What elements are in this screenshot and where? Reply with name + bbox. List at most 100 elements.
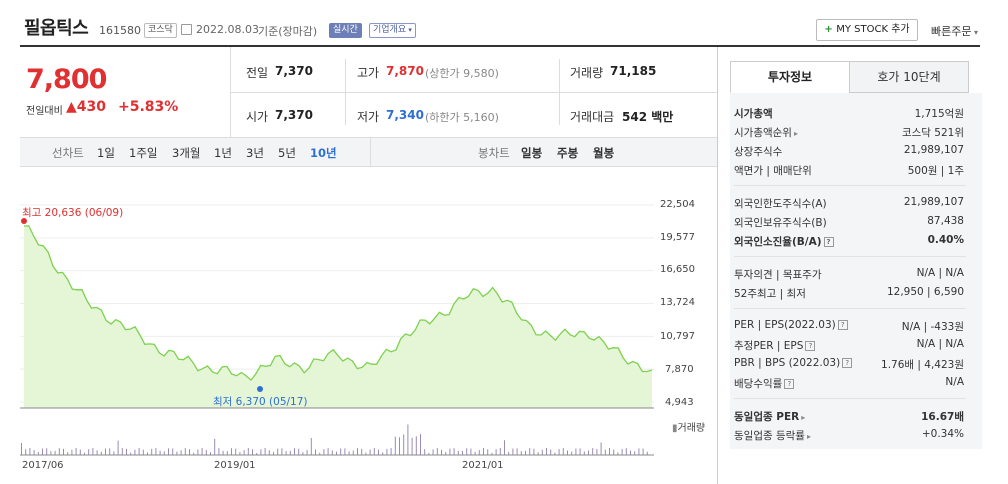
change-label: 전일대비 xyxy=(26,106,63,117)
volume-bar xyxy=(306,449,308,455)
volume-bar xyxy=(571,451,573,455)
volume-bar xyxy=(113,451,115,455)
foreign-ratio-text: 외국인소진율(B/A) xyxy=(734,236,822,248)
row-par: 액면가 | 매매단위 500원 | 1주 xyxy=(734,163,964,181)
tab-order-book[interactable]: 호가 10단계 xyxy=(849,61,969,93)
divider xyxy=(230,92,717,93)
volume-label: ▮거래량 xyxy=(672,423,706,434)
volume-bar xyxy=(88,449,90,455)
low-value: 7,340 xyxy=(386,108,424,122)
tab-invest-info[interactable]: 투자정보 xyxy=(730,61,850,93)
volume-bar xyxy=(331,450,333,455)
help-icon[interactable]: ? xyxy=(842,358,853,368)
help-icon[interactable]: ? xyxy=(784,379,795,389)
volume-bar xyxy=(163,451,165,455)
dividend-label: 배당수익률? xyxy=(734,376,795,391)
volume-bar xyxy=(449,448,451,455)
invest-info-panel xyxy=(730,93,982,449)
volume-bar xyxy=(84,452,85,455)
y-tick: 13,724 xyxy=(660,297,695,308)
candle-weekly[interactable]: 주봉 xyxy=(557,146,579,160)
stock-code: 161580 xyxy=(99,24,141,37)
volume-bar xyxy=(142,449,144,455)
candle-daily[interactable]: 일봉 xyxy=(521,146,543,160)
period-1w[interactable]: 1주일 xyxy=(129,146,158,160)
y-tick: 4,943 xyxy=(665,397,694,408)
foreign-limit-label: 외국인한도주식수(A) xyxy=(734,198,827,210)
quick-order-button[interactable]: 빠른주문 ▾ xyxy=(931,23,978,39)
volume-bar xyxy=(37,451,39,455)
pbr-value: 1.76배 | 4,423원 xyxy=(881,359,964,371)
week52-label: 52주최고 | 최저 xyxy=(734,288,806,300)
volume-bar xyxy=(436,448,438,455)
my-stock-add-button[interactable]: + MY STOCK 추가 xyxy=(816,19,918,41)
volume-bar xyxy=(168,448,169,455)
volume-bar xyxy=(579,448,581,455)
market-cap-rank-label: 시가총액순위 ▸ xyxy=(734,125,798,140)
volume-bar xyxy=(193,452,195,455)
volume-bar xyxy=(268,450,270,455)
divider xyxy=(734,398,966,399)
candle-monthly[interactable]: 월봉 xyxy=(593,146,615,160)
help-icon[interactable]: ? xyxy=(805,341,816,351)
lower-limit: (하한가 5,160) xyxy=(425,111,499,124)
volume-bar xyxy=(277,448,279,455)
volume-bar xyxy=(592,448,594,455)
foreign-limit-value: 21,989,107 xyxy=(903,196,964,208)
volume-bar xyxy=(155,448,157,455)
chevron-right-icon: ▸ xyxy=(801,413,806,422)
per-label: PER | EPS(2022.03)? xyxy=(734,319,848,331)
volume-bar xyxy=(260,449,262,455)
volume-bar xyxy=(214,438,216,455)
help-icon[interactable]: ? xyxy=(823,237,834,247)
market-cap-value: 1,715억원 xyxy=(914,108,964,120)
volume-bar xyxy=(310,438,312,455)
volume-bar xyxy=(109,448,111,455)
volume-bar xyxy=(441,449,442,455)
change-value: ▲430 xyxy=(66,99,106,115)
period-1d[interactable]: 1일 xyxy=(97,146,115,160)
volume-bar xyxy=(197,449,199,455)
row-market-cap: 시가총액 1,715억원 xyxy=(734,106,964,124)
volume-bar xyxy=(378,449,379,455)
row-sector-per[interactable]: 동일업종 PER ▸ 16.67배 xyxy=(734,409,964,427)
period-3m[interactable]: 3개월 xyxy=(172,146,201,160)
volume-bar xyxy=(79,449,81,455)
row-market-cap-rank[interactable]: 시가총액순위 ▸ 코스닥 521위 xyxy=(734,125,964,143)
low-label: 저가 xyxy=(357,110,380,124)
volume-bar xyxy=(126,448,127,455)
period-1y[interactable]: 1년 xyxy=(214,146,232,160)
opinion-label: 투자의견 | 목표주가 xyxy=(734,269,822,281)
help-icon[interactable]: ? xyxy=(837,320,848,330)
volume-bar xyxy=(403,434,405,455)
foreign-hold-value: 87,438 xyxy=(927,215,964,227)
volume-bar xyxy=(189,449,190,455)
company-overview-button[interactable]: 기업개요 ▾ xyxy=(369,23,416,38)
price-chart[interactable] xyxy=(0,168,717,484)
volume-bar xyxy=(159,450,161,455)
par-label: 액면가 | 매매단위 xyxy=(734,165,812,177)
volume-bar xyxy=(390,448,392,455)
volume-bar xyxy=(474,451,476,455)
volume-bar xyxy=(424,449,426,455)
volume-bar xyxy=(445,452,447,455)
volume-bar xyxy=(323,449,325,455)
volume-bar xyxy=(71,449,73,455)
period-10y[interactable]: 10년 xyxy=(310,146,337,160)
sector-per-text: 동일업종 PER xyxy=(734,411,800,423)
row-sector-change[interactable]: 동일업종 등락률 ▸ +0.34% xyxy=(734,428,964,446)
per-value: N/A | -433원 xyxy=(901,321,964,333)
volume-bar xyxy=(29,448,31,455)
chevron-right-icon: ▸ xyxy=(793,129,798,138)
period-3y[interactable]: 3년 xyxy=(246,146,264,160)
realtime-badge[interactable]: 실시간 xyxy=(329,23,362,38)
volume-value: 71,185 xyxy=(610,64,657,78)
volume-bar xyxy=(550,449,552,455)
basis-text: 기준(장마감) xyxy=(258,25,318,38)
volume-bar xyxy=(546,448,547,455)
volume-bar xyxy=(399,437,400,455)
opinion-value: N/A | N/A xyxy=(916,267,964,279)
period-5y[interactable]: 5년 xyxy=(278,146,296,160)
dividend-value: N/A xyxy=(945,376,964,388)
sector-change-value: +0.34% xyxy=(921,428,964,440)
